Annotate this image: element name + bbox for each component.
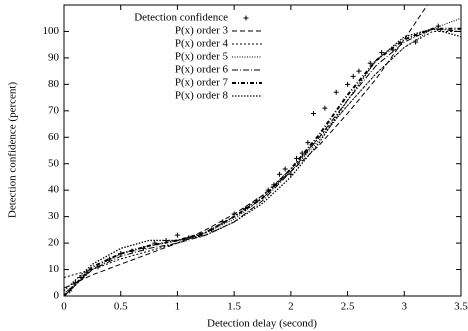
legend-label: P(x) order 6 [175,64,229,76]
fit-line [64,28,461,292]
x-tick-label: 0 [61,301,67,313]
data-point [78,274,84,280]
y-axis-label: Detection confidence (percent) [7,82,19,219]
y-tick-label: 40 [48,184,60,196]
x-tick-label: 2 [288,301,294,313]
x-tick-label: 3.5 [454,301,468,313]
data-point [379,50,385,56]
data-point [84,269,90,275]
legend-label: P(x) order 3 [175,25,229,37]
y-tick-label: 30 [48,210,60,222]
data-point [367,60,373,66]
legend-label: P(x) order 7 [175,77,229,89]
data-point [333,89,339,95]
data-point [294,155,300,161]
legend-label: P(x) order 5 [175,51,229,63]
y-tick-label: 90 [48,51,60,63]
y-tick-label: 80 [48,78,60,90]
legend-label: Detection confidence [134,12,228,24]
x-axis-label: Detection delay (second) [207,318,317,330]
plot-frame [63,4,462,297]
y-tick-label: 0 [54,290,60,302]
legend-marker [243,15,249,21]
plot-area [64,5,461,296]
data-point [174,232,180,238]
fit-line [64,5,428,289]
data-point [345,81,351,87]
data-point [282,166,288,172]
x-tick-label: 0.5 [114,301,128,313]
data-point [152,240,158,246]
data-point [350,73,356,79]
x-tick-label: 1.5 [227,301,241,313]
fit-line [64,30,461,278]
fit-line [64,17,461,294]
data-point [322,105,328,111]
x-tick-label: 2.5 [341,301,355,313]
x-tick-label: 1 [175,301,181,313]
fit-line [64,27,461,296]
y-tick-label: 100 [43,25,60,37]
y-tick-label: 10 [48,263,60,275]
data-point [277,171,283,177]
y-tick-label: 50 [48,157,60,169]
data-point [356,68,362,74]
legend-label: P(x) order 8 [175,90,229,102]
data-point [305,140,311,146]
data-point [299,150,305,156]
fit-line [64,28,461,296]
y-tick-label: 20 [48,237,60,249]
x-tick-label: 3 [402,301,408,313]
y-tick-label: 70 [48,104,60,116]
data-point [311,110,317,116]
legend-label: P(x) order 4 [175,38,229,50]
y-tick-label: 60 [48,131,60,143]
